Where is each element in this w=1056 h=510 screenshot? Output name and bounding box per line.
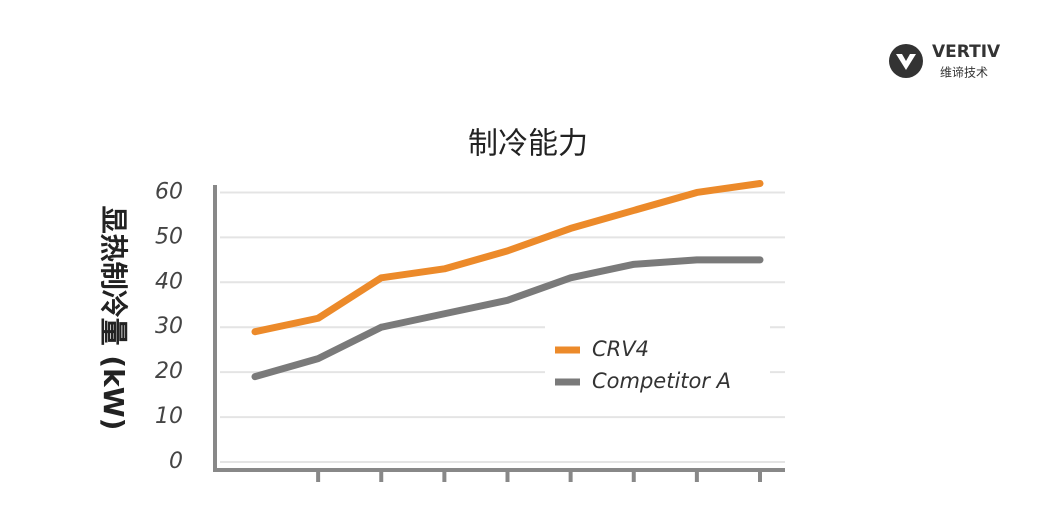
y-tick-label: 30 <box>155 314 183 339</box>
y-tick-label: 0 <box>169 449 183 474</box>
y-tick-label: 10 <box>155 404 183 429</box>
chart-title: 制冷能力 <box>468 127 588 162</box>
y-tick-label: 40 <box>155 269 183 294</box>
y-axis-label: 显热制冷量 (kW) <box>97 206 130 431</box>
logo-name: VERTIV <box>932 42 1001 62</box>
y-tick-label: 50 <box>155 224 183 249</box>
legend-box <box>545 325 770 400</box>
series-line <box>251 256 764 381</box>
legend-label: Competitor A <box>592 369 731 393</box>
y-tick-label: 60 <box>155 179 183 204</box>
series-line <box>251 179 764 336</box>
logo-subtitle: 维谛技术 <box>940 65 988 80</box>
logo-mark <box>896 54 916 70</box>
legend-label: CRV4 <box>592 337 649 361</box>
y-tick-label: 20 <box>155 359 183 384</box>
logo: VERTIV 维谛技术 <box>889 42 1001 80</box>
